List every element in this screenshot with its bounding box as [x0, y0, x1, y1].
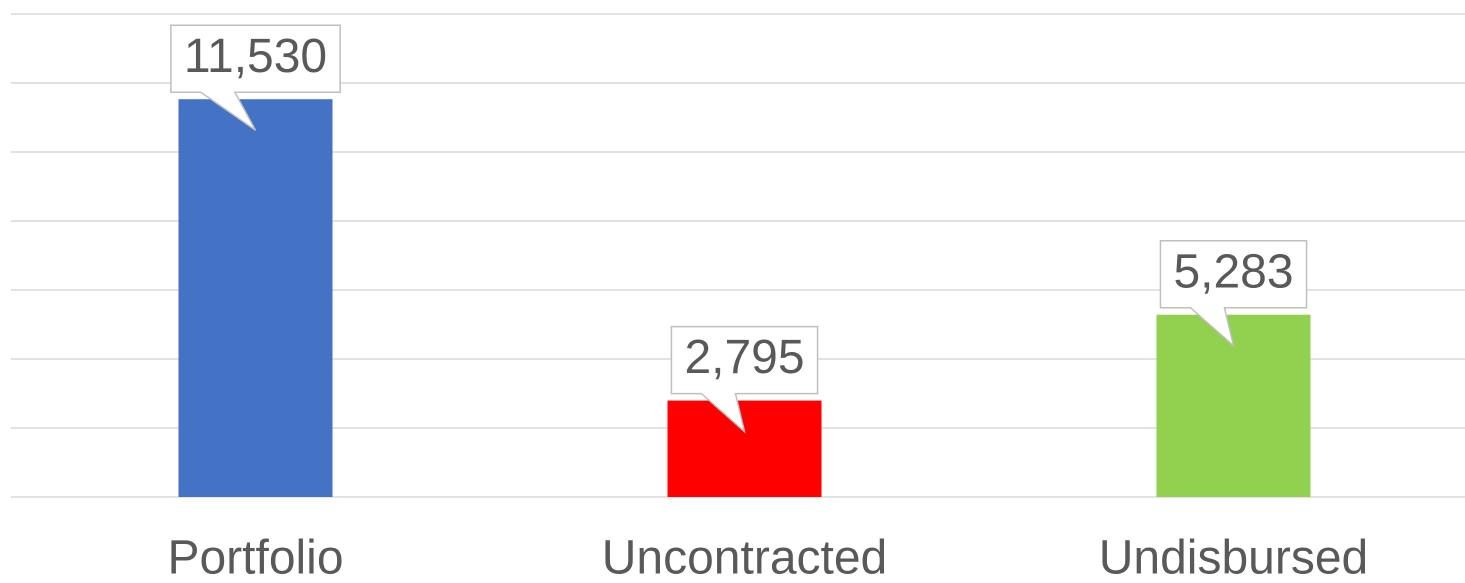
callout-box: [670, 325, 819, 434]
callout-box: [1159, 239, 1308, 348]
data-label-callout: 2,795: [670, 325, 819, 434]
x-tick-label: Uncontracted: [602, 532, 888, 583]
labels: Portfolio 11,530 Uncontracted 2,795 Undisbur…: [167, 24, 1368, 583]
bar: [178, 99, 333, 497]
data-label: 11,530: [184, 30, 327, 83]
bar: [667, 400, 822, 497]
data-label-callout: 11,530: [170, 24, 341, 131]
callout-box: [170, 24, 341, 131]
data-label: 2,795: [684, 331, 804, 384]
data-label: 5,283: [1173, 245, 1293, 298]
x-tick-label: Portfolio: [167, 532, 343, 583]
bars: [178, 99, 1311, 497]
bar: [1156, 314, 1311, 497]
x-tick-label: Undisbursed: [1099, 532, 1368, 583]
data-label-callout: 5,283: [1159, 239, 1308, 348]
